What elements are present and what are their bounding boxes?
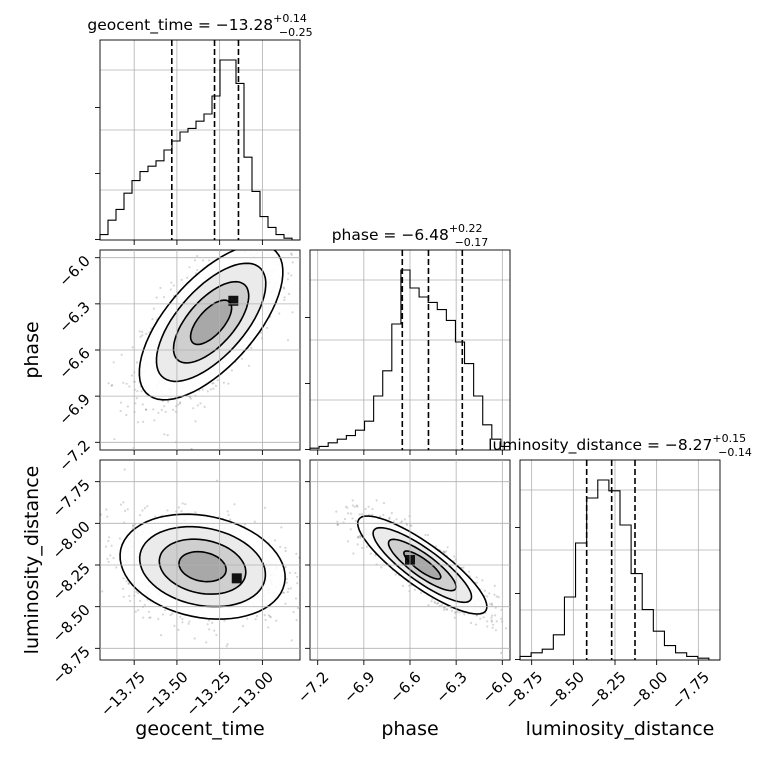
y-tick-label: −6.3	[55, 298, 93, 336]
y-tick-label: −8.50	[49, 601, 94, 646]
y-axis-label-phase: phase	[21, 321, 43, 378]
contour-line	[356, 515, 488, 615]
contour-line	[372, 526, 473, 604]
density-peak	[228, 295, 239, 306]
x-axis-label-phase: phase	[381, 718, 438, 740]
contour-line	[119, 513, 286, 620]
contour-line	[138, 525, 267, 608]
contour-line	[189, 299, 233, 346]
panel-frame	[99, 459, 301, 661]
scatter-panel-phase-vs-luminosity_distance	[309, 459, 511, 661]
x-tick-label: −6.3	[432, 668, 470, 706]
scatter-panel-geocent_time-vs-phase	[99, 249, 301, 451]
x-tick-label: −13.25	[182, 668, 234, 720]
contour-line	[178, 550, 227, 583]
density-level	[179, 551, 227, 582]
x-tick-label: −8.00	[626, 668, 671, 713]
panel-title: geocent_time = −13.28+0.14 −0.25	[87, 12, 312, 39]
y-axis-label-luminosity_distance: luminosity_distance	[21, 466, 43, 655]
x-tick-label: −6.6	[386, 668, 424, 706]
y-tick-label: −7.2	[55, 436, 93, 474]
x-tick-label: −7.2	[294, 668, 332, 706]
contour-line	[155, 262, 267, 383]
x-axis-label-geocent_time: geocent_time	[135, 718, 264, 740]
density-peak	[231, 573, 242, 584]
density-level	[190, 300, 232, 345]
x-tick-label: −7.75	[668, 668, 713, 713]
x-tick-label: −8.25	[585, 668, 630, 713]
panel-title: luminosity_distance = −8.27+0.15 −0.14	[488, 432, 752, 459]
y-tick-label: −6.9	[55, 390, 93, 428]
grid-lines	[100, 40, 300, 240]
histogram-phase	[309, 269, 511, 450]
histogram-luminosity_distance	[519, 479, 720, 661]
y-tick-label: −8.75	[49, 642, 94, 687]
y-tick-label: −8.00	[49, 517, 94, 562]
y-tick-label: −7.75	[49, 476, 94, 521]
x-tick-label: −8.50	[543, 668, 588, 713]
histogram-geocent_time	[99, 59, 300, 241]
contour-line	[158, 538, 247, 595]
y-tick-label: −6.0	[55, 252, 93, 290]
scatter-panel-geocent_time-vs-luminosity_distance	[99, 459, 301, 661]
x-tick-label: −13.00	[225, 668, 277, 720]
panel-title: phase = −6.48+0.22 −0.17	[332, 222, 489, 249]
contour-line	[172, 280, 250, 364]
y-tick-label: −8.25	[49, 559, 94, 604]
grid-lines	[520, 460, 720, 660]
panel-frame	[99, 39, 301, 241]
x-tick-label: −13.50	[140, 668, 192, 720]
y-tick-label: −6.6	[55, 344, 93, 382]
contour-line	[387, 538, 457, 592]
contour-line	[403, 550, 442, 580]
contour-line	[138, 250, 284, 401]
panel-frame	[519, 459, 721, 661]
grid-lines	[100, 460, 300, 660]
grid-lines	[100, 250, 300, 450]
x-tick-label: −13.75	[97, 668, 149, 720]
grid-lines	[310, 460, 510, 660]
x-tick-label: −6.9	[340, 668, 378, 706]
x-axis-label-luminosity_distance: luminosity_distance	[526, 718, 715, 740]
